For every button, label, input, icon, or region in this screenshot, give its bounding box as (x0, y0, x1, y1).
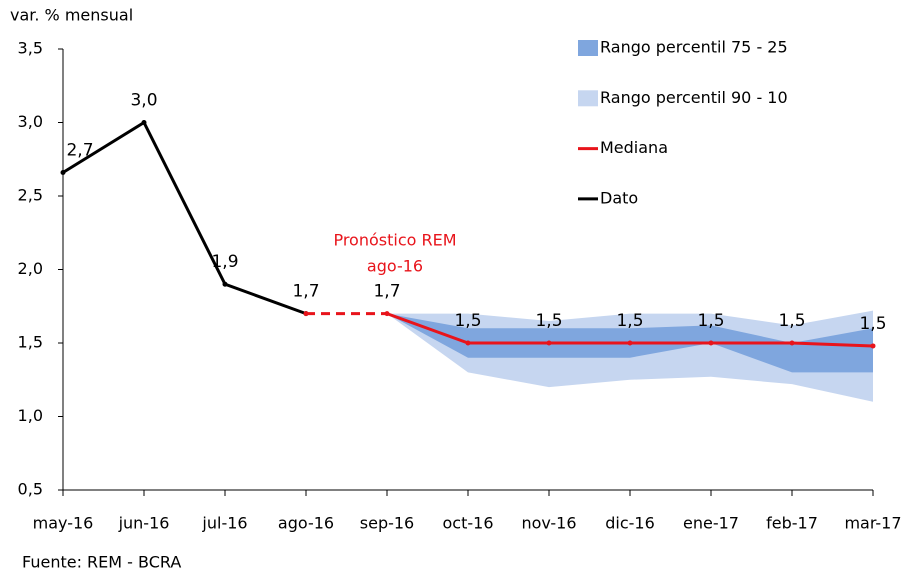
marker (789, 340, 795, 346)
x-tick-label: feb-17 (766, 514, 818, 533)
x-tick-label: jun-16 (118, 514, 170, 533)
marker (303, 311, 309, 317)
line (62, 120, 307, 316)
value-label: 1,7 (373, 282, 400, 302)
y-axis-label: var. % mensual (10, 6, 133, 25)
value-label: 1,5 (535, 311, 562, 331)
value-label: 1,5 (697, 311, 724, 331)
legend-label: Dato (600, 188, 638, 207)
marker (60, 169, 66, 175)
x-tick-label: jul-16 (201, 514, 247, 533)
x-tick-label: sep-16 (360, 514, 414, 533)
x-tick-label: oct-16 (443, 514, 494, 533)
y-tick-label: 2,5 (18, 186, 43, 205)
legend-label: Rango percentil 90 - 10 (600, 88, 788, 107)
marker (546, 340, 552, 346)
y-tick-label: 2,0 (18, 259, 43, 278)
annotation: Pronóstico REM (333, 231, 456, 250)
y-tick-label: 3,0 (18, 112, 43, 131)
value-label: 2,7 (66, 140, 93, 160)
source: Fuente: REM - BCRA (22, 553, 181, 572)
marker (627, 340, 633, 346)
x-tick-label: dic-16 (605, 514, 655, 533)
marker (708, 340, 714, 346)
marker (141, 120, 147, 125)
value-label: 1,7 (292, 282, 319, 302)
y-tick-label: 3,5 (18, 39, 43, 58)
x-tick-label: mar-17 (844, 514, 901, 533)
value-label: 1,5 (616, 311, 643, 331)
x-tick-label: ago-16 (278, 514, 334, 533)
marker (465, 340, 471, 346)
x-tick-label: may-16 (33, 514, 94, 533)
legend-swatch (578, 90, 598, 107)
value-label: 1,5 (859, 314, 886, 334)
value-label: 3,0 (130, 91, 157, 111)
y-tick-label: 1,0 (18, 406, 43, 425)
legend-swatch (578, 40, 598, 56)
annotation: ago-16 (367, 257, 423, 276)
legend-label: Mediana (600, 138, 668, 157)
value-label: 1,5 (778, 311, 805, 331)
x-tick-label: ene-17 (683, 514, 739, 533)
y-tick-label: 1,5 (18, 333, 43, 352)
value-label: 1,9 (211, 252, 238, 272)
marker (384, 311, 390, 317)
legend-label: Rango percentil 75 - 25 (600, 38, 788, 57)
marker (222, 281, 228, 287)
marker (870, 343, 876, 349)
value-label: 1,5 (454, 311, 481, 331)
x-tick-label: nov-16 (521, 514, 576, 533)
y-tick-label: 0,5 (18, 480, 43, 499)
